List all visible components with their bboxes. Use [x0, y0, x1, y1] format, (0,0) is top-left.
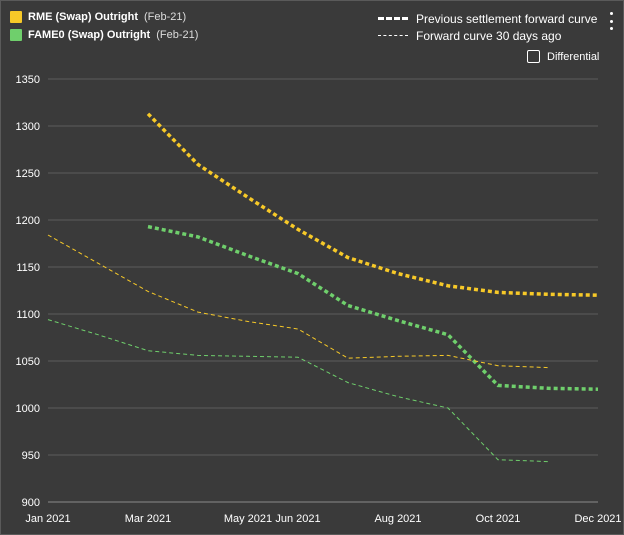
- fame0-color-swatch: [10, 29, 22, 41]
- series-line-3[interactable]: [47, 319, 549, 463]
- gridlines: [48, 78, 598, 503]
- curve-label: Forward curve 30 days ago: [416, 28, 562, 43]
- legend-item-previous-settlement[interactable]: Previous settlement forward curve: [378, 10, 597, 27]
- y-tick-label: 1200: [16, 215, 40, 227]
- x-tick-label: Aug 2021: [374, 513, 421, 525]
- x-tick-label: Jan 2021: [25, 513, 70, 525]
- x-tick-label: Jun 2021: [275, 513, 320, 525]
- x-tick-label: Dec 2021: [574, 513, 621, 525]
- x-tick-label: Oct 2021: [476, 513, 521, 525]
- y-tick-label: 1150: [16, 262, 40, 274]
- thick-dash-sample: [378, 17, 408, 20]
- legend-series-name: RME (Swap) Outright: [28, 11, 138, 23]
- rme-color-swatch: [10, 11, 22, 23]
- legend-series-name: FAME0 (Swap) Outright: [28, 29, 151, 41]
- differential-toggle[interactable]: Differential: [527, 50, 599, 63]
- x-tick-label: May 2021: [224, 513, 272, 525]
- legend-series-period: (Feb-21): [144, 11, 187, 23]
- y-axis-tick-labels: 900 950 1000 1050 1100 1150 1200 1250 1300 1350: [16, 74, 40, 509]
- series-line-1[interactable]: [147, 224, 599, 391]
- series-line-2[interactable]: [47, 234, 549, 369]
- series-line-0[interactable]: [146, 112, 599, 297]
- y-tick-label: 1300: [16, 121, 40, 133]
- y-tick-label: 1000: [16, 403, 40, 415]
- thin-dash-sample: [378, 35, 408, 36]
- x-axis-tick-labels: Jan 2021 Mar 2021 May 2021 Jun 2021 Aug 2021…: [25, 513, 621, 525]
- kebab-menu-icon[interactable]: [610, 12, 614, 30]
- x-tick-label: Mar 2021: [125, 513, 171, 525]
- series-legend: RME (Swap) Outright (Feb-21) FAME0 (Swap…: [10, 9, 198, 45]
- differential-label: Differential: [547, 50, 600, 63]
- curve-legend: Previous settlement forward curve Forwar…: [378, 10, 597, 44]
- legend-item-rme[interactable]: RME (Swap) Outright (Feb-21): [10, 9, 198, 25]
- y-tick-label: 1250: [16, 168, 40, 180]
- differential-checkbox[interactable]: [527, 50, 540, 63]
- y-tick-label: 950: [22, 450, 40, 462]
- y-tick-label: 1350: [16, 74, 40, 86]
- series-lines: [47, 112, 599, 463]
- curve-label: Previous settlement forward curve: [416, 11, 598, 26]
- legend-item-fame0[interactable]: FAME0 (Swap) Outright (Feb-21): [10, 27, 198, 43]
- y-tick-label: 1100: [16, 309, 40, 321]
- legend-series-period: (Feb-21): [156, 29, 199, 41]
- legend-item-30-days-ago[interactable]: Forward curve 30 days ago: [378, 27, 597, 44]
- y-tick-label: 900: [22, 497, 40, 509]
- y-tick-label: 1050: [16, 356, 40, 368]
